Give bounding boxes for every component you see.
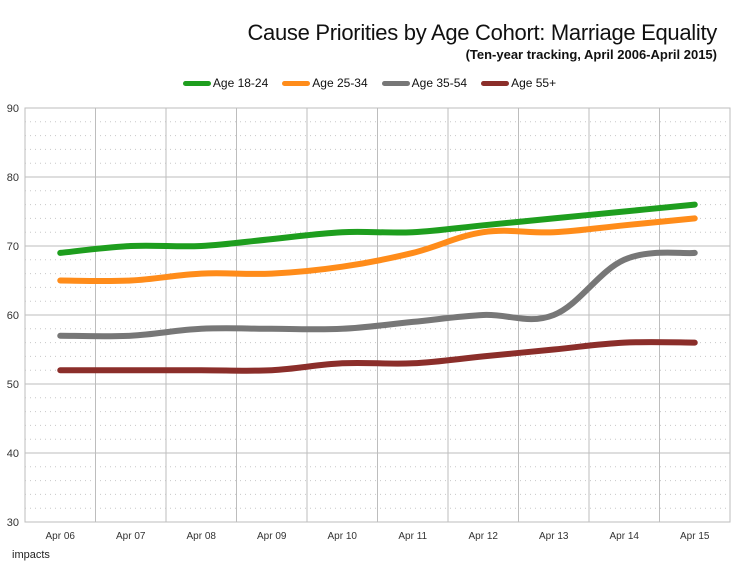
data-point-age-55-plus (480, 353, 486, 359)
x-tick-label: Apr 08 (187, 531, 217, 542)
data-point-age-55-plus (128, 367, 134, 373)
legend-item-age-35-54: Age 35-54 (381, 76, 468, 90)
legend-label: Age 55+ (511, 76, 557, 90)
x-tick-label: Apr 07 (116, 531, 146, 542)
x-tick-label: Apr 14 (610, 531, 640, 542)
data-point-age-25-34 (57, 278, 63, 283)
x-tick-label: Apr 09 (257, 531, 287, 542)
data-point-age-25-34 (128, 278, 134, 283)
data-point-age-35-54 (339, 326, 345, 332)
data-point-age-35-54 (198, 326, 204, 332)
data-point-age-18-24 (551, 215, 557, 221)
data-point-age-35-54 (410, 319, 416, 325)
y-tick-label: 70 (7, 241, 19, 253)
x-tick-label: Apr 10 (328, 531, 358, 542)
chart-subtitle: (Ten-year tracking, April 2006-April 201… (465, 47, 717, 62)
series-line-age-55-plus (57, 339, 698, 374)
data-point-age-18-24 (480, 222, 486, 228)
data-point-age-35-54 (621, 257, 627, 263)
data-point-age-18-24 (410, 229, 416, 235)
data-point-age-55-plus (551, 347, 557, 352)
data-point-age-25-34 (269, 271, 275, 277)
data-point-age-55-plus (410, 360, 416, 366)
data-point-age-18-24 (621, 209, 627, 214)
legend-swatch (282, 80, 311, 86)
data-point-age-35-54 (57, 333, 63, 339)
data-point-age-55-plus (692, 340, 698, 346)
data-point-age-55-plus (198, 367, 204, 373)
x-tick-label: Apr 11 (398, 531, 427, 542)
y-tick-label: 60 (7, 310, 19, 322)
data-point-age-18-24 (57, 250, 63, 256)
data-point-age-55-plus (621, 340, 627, 346)
data-point-age-55-plus (339, 360, 345, 366)
data-point-age-35-54 (480, 312, 486, 318)
data-point-age-55-plus (57, 367, 63, 373)
series-line-age-18-24 (57, 201, 698, 256)
data-point-age-35-54 (551, 312, 557, 318)
data-point-age-25-34 (410, 250, 416, 256)
x-tick-label: Apr 15 (680, 531, 710, 542)
legend-label: Age 18-24 (212, 76, 269, 90)
data-point-age-18-24 (692, 202, 698, 208)
x-tick-label: Apr 13 (539, 531, 569, 542)
data-point-age-25-34 (339, 264, 345, 270)
legend-swatch (481, 80, 510, 86)
legend-swatch (182, 80, 211, 86)
legend-label: Age 35-54 (411, 76, 468, 90)
legend-item-age-18-24: Age 18-24 (182, 76, 269, 90)
data-point-age-35-54 (692, 250, 698, 256)
x-tick-label: Apr 06 (46, 531, 76, 542)
legend-swatch (381, 80, 410, 86)
legend-item-age-55-plus: Age 55+ (481, 76, 556, 90)
data-point-age-18-24 (339, 229, 345, 235)
x-tick-label: Apr 12 (469, 531, 499, 542)
series-line-age-25-34 (57, 215, 698, 285)
legend-label: Age 25-34 (312, 76, 368, 90)
y-tick-label: 30 (7, 517, 19, 529)
brand-logo: impacts (12, 549, 50, 561)
data-point-age-35-54 (128, 333, 134, 339)
data-point-age-35-54 (269, 326, 275, 332)
data-point-age-55-plus (269, 367, 275, 373)
legend: Age 18-24 Age 25-34 Age 35-54 Age 55+ (0, 76, 739, 90)
y-tick-label: 80 (7, 172, 19, 184)
data-point-age-25-34 (621, 222, 627, 228)
series-line-age-35-54 (57, 249, 698, 340)
chart-title: Cause Priorities by Age Cohort: Marriage… (247, 20, 717, 45)
data-point-age-18-24 (128, 243, 134, 249)
y-tick-label: 50 (7, 379, 19, 391)
data-point-age-25-34 (551, 229, 557, 235)
y-tick-label: 90 (7, 103, 19, 115)
data-point-age-25-34 (692, 215, 698, 221)
legend-item-age-25-34: Age 25-34 (282, 76, 368, 90)
data-point-age-18-24 (198, 243, 204, 249)
data-point-age-25-34 (480, 229, 486, 235)
data-point-age-25-34 (198, 271, 204, 277)
data-point-age-18-24 (269, 236, 275, 242)
y-tick-label: 40 (7, 448, 19, 460)
